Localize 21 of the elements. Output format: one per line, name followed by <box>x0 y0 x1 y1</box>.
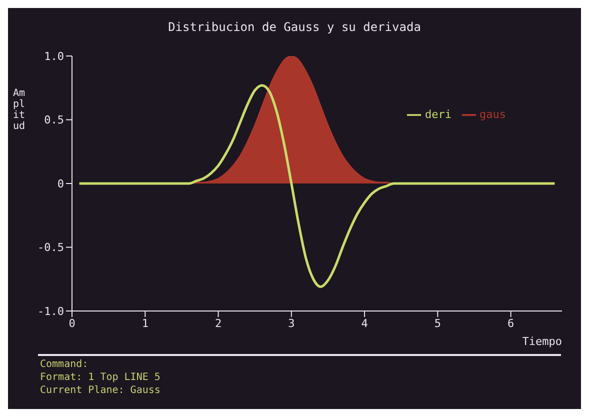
x-tick-label: 3 <box>288 316 295 330</box>
y-tick-label: 0.5 <box>44 114 64 127</box>
x-tick-label: 4 <box>361 316 368 330</box>
x-tick-label: 1 <box>142 316 148 330</box>
legend-label: gaus <box>480 108 506 122</box>
y-tick-label: 0 <box>57 177 64 190</box>
x-tick-label: 2 <box>214 316 222 330</box>
chart-title: Distribucion de Gauss y su derivada <box>167 20 422 34</box>
x-tick-label: 5 <box>434 316 441 330</box>
line-series <box>78 84 556 288</box>
y-tick-label: -1.0 <box>38 304 64 318</box>
y-tick-label: -0.5 <box>38 241 64 254</box>
x-axis-title: Tiempo <box>522 335 562 348</box>
y-axis-title: Amplitud <box>12 88 26 132</box>
x-tick-label: 6 <box>507 316 514 330</box>
legend-label: deri <box>425 108 452 122</box>
y-tick-label: 1.0 <box>44 50 64 63</box>
text: Current Plane: Gauss <box>40 384 160 397</box>
text: Command: <box>40 358 90 371</box>
x-tick-label: 0 <box>68 316 76 330</box>
text: Format: 1 Top LINE 5 <box>40 371 160 384</box>
